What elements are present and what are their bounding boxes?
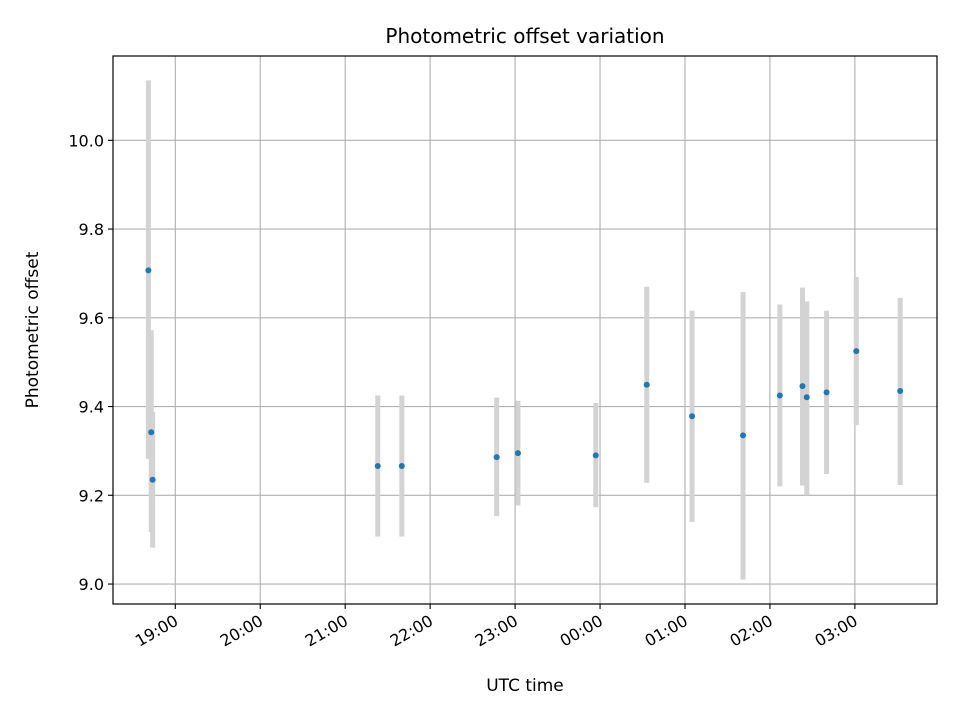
data-point <box>398 463 405 470</box>
grid <box>113 56 937 604</box>
y-axis-label: Photometric offset <box>23 251 43 408</box>
chart-title: Photometric offset variation <box>385 24 664 48</box>
data-point <box>514 450 521 457</box>
data-point <box>689 413 696 420</box>
data-point <box>776 392 783 399</box>
plot-frame <box>112 55 938 605</box>
y-tick-label: 9.0 <box>79 575 104 594</box>
y-tick-label: 9.4 <box>79 398 104 417</box>
data-point <box>374 463 381 470</box>
data-point <box>148 429 155 436</box>
data-point <box>799 383 806 390</box>
data-point <box>803 394 810 401</box>
data-point <box>145 267 152 274</box>
y-tick-label: 10.0 <box>68 131 104 150</box>
y-tick-label: 9.2 <box>79 486 104 505</box>
data-point <box>897 388 904 395</box>
y-tick-label: 9.8 <box>79 220 104 239</box>
data-point <box>823 389 830 396</box>
data-point <box>643 381 650 388</box>
x-axis-label: UTC time <box>486 676 564 696</box>
data-point <box>493 454 500 461</box>
data-point <box>149 476 156 483</box>
data-point <box>592 452 599 459</box>
y-tick-label: 9.6 <box>79 309 104 328</box>
data-points <box>145 267 904 483</box>
y-axis: 9.0 9.2 9.4 9.6 9.8 10.0 <box>68 131 113 594</box>
data-point <box>740 432 747 439</box>
data-point <box>853 348 860 355</box>
